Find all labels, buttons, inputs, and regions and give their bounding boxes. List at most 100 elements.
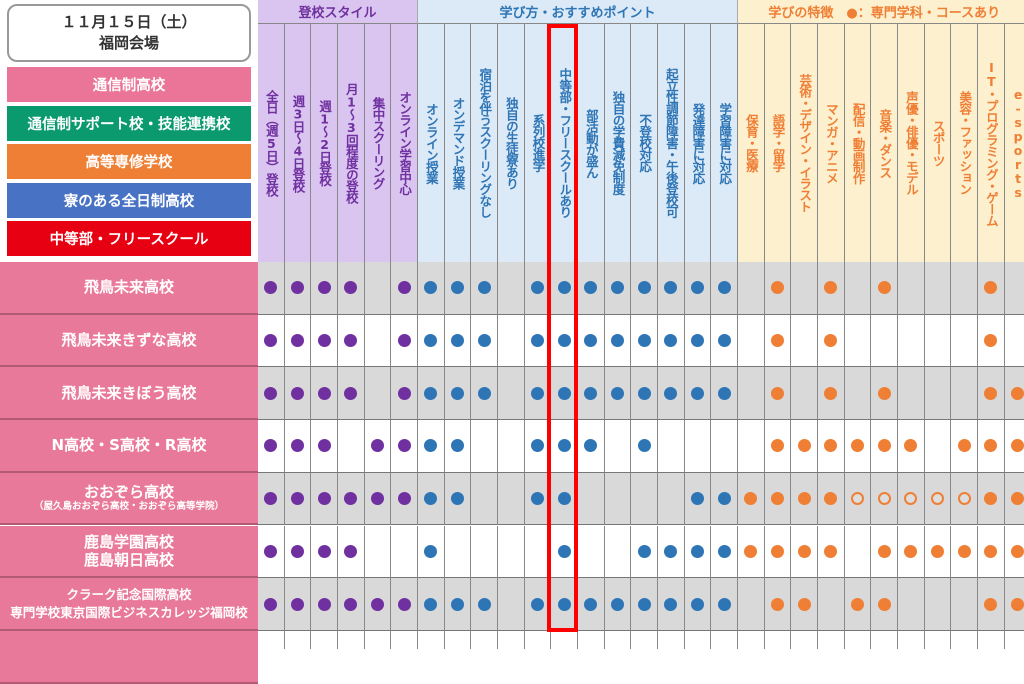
column-label: マンガ・アニメ bbox=[823, 102, 839, 184]
table-cell bbox=[658, 630, 685, 649]
table-cell bbox=[684, 630, 712, 649]
filled-dot-icon bbox=[557, 386, 571, 400]
school-row-name[interactable] bbox=[0, 630, 258, 684]
filled-dot-icon bbox=[290, 386, 304, 400]
filled-dot-icon bbox=[851, 439, 865, 453]
table-cell bbox=[524, 420, 552, 473]
table-cell bbox=[364, 472, 392, 526]
table-cell bbox=[444, 420, 472, 473]
table-cell bbox=[391, 262, 418, 315]
filled-dot-icon bbox=[451, 492, 465, 506]
table-cell bbox=[524, 262, 552, 315]
filled-dot-icon bbox=[584, 334, 598, 348]
filled-dot-icon bbox=[557, 492, 571, 506]
filled-dot-icon bbox=[664, 334, 678, 348]
table-cell bbox=[764, 525, 792, 579]
filled-dot-icon bbox=[904, 439, 918, 453]
table-cell bbox=[711, 578, 739, 631]
column-label: 月1～3回程度の登校 bbox=[343, 83, 359, 203]
column-label: 宿泊を伴うスクーリングなし bbox=[477, 68, 493, 218]
filled-dot-icon bbox=[984, 386, 998, 400]
filled-dot-icon bbox=[1011, 597, 1024, 611]
filled-dot-icon bbox=[1011, 492, 1024, 506]
table-cell bbox=[711, 525, 739, 579]
filled-dot-icon bbox=[477, 386, 491, 400]
table-cell bbox=[338, 578, 365, 631]
table-cell bbox=[684, 314, 712, 368]
filled-dot-icon bbox=[371, 597, 384, 611]
filled-dot-icon bbox=[557, 439, 571, 453]
table-cell bbox=[258, 367, 285, 421]
table-cell bbox=[658, 262, 685, 315]
table-cell bbox=[898, 262, 925, 315]
table-cell bbox=[471, 262, 499, 315]
table-cell bbox=[258, 578, 285, 631]
table-cell bbox=[311, 578, 338, 631]
table-cell bbox=[791, 420, 819, 473]
column-header: 声優・俳優・モデル bbox=[898, 24, 925, 262]
table-cell bbox=[578, 472, 605, 526]
column-label: 配信・動画制作 bbox=[850, 102, 866, 184]
filled-dot-icon bbox=[557, 544, 571, 558]
filled-dot-icon bbox=[584, 386, 598, 400]
filled-dot-icon bbox=[824, 281, 838, 295]
column-label: 起立性調節障害・午後登校可 bbox=[663, 68, 679, 218]
school-row-name[interactable]: クラーク記念国際高校 専門学校東京国際ビジネスカレッジ福岡校 bbox=[0, 578, 258, 631]
table-cell bbox=[871, 578, 899, 631]
table-cell bbox=[578, 630, 605, 649]
filled-dot-icon bbox=[424, 492, 438, 506]
school-row-name[interactable]: 飛鳥未来きずな高校 bbox=[0, 314, 258, 368]
legend-item: 通信制サポート校・技能連携校 bbox=[7, 105, 251, 141]
table-cell bbox=[444, 314, 472, 368]
table-cell bbox=[471, 630, 499, 649]
column-header: 不登校対応 bbox=[631, 24, 659, 262]
table-cell bbox=[871, 630, 899, 649]
table-cell bbox=[524, 578, 552, 631]
table-cell bbox=[524, 314, 552, 368]
table-cell bbox=[524, 472, 552, 526]
column-header: 系列校進学 bbox=[524, 24, 552, 262]
column-header: 集中スクーリング bbox=[364, 24, 392, 262]
table-cell bbox=[898, 630, 925, 649]
table-cell bbox=[578, 420, 605, 473]
filled-dot-icon bbox=[877, 281, 891, 295]
hollow-circle-icon bbox=[851, 492, 865, 506]
filled-dot-icon bbox=[797, 439, 811, 453]
table-cell bbox=[284, 630, 312, 649]
school-row-name[interactable]: おおぞら高校 （屋久島おおぞら高校・おおぞら高等学院） bbox=[0, 472, 258, 526]
filled-dot-icon bbox=[424, 334, 438, 348]
table-cell bbox=[498, 525, 525, 579]
filled-dot-icon bbox=[824, 386, 838, 400]
school-name: 飛鳥未来高校 bbox=[83, 278, 174, 297]
school-row-name[interactable]: 飛鳥未来きぼう高校 bbox=[0, 367, 258, 421]
table-cell bbox=[311, 472, 338, 526]
filled-dot-icon bbox=[557, 281, 571, 295]
column-header: 音楽・ダンス bbox=[871, 24, 899, 262]
school-row-name[interactable]: N高校・S高校・R高校 bbox=[0, 420, 258, 473]
column-label: 語学・留学 bbox=[770, 114, 786, 172]
filled-dot-icon bbox=[371, 439, 384, 453]
table-cell bbox=[604, 420, 632, 473]
table-cell bbox=[818, 472, 845, 526]
table-cell bbox=[791, 472, 819, 526]
filled-dot-icon bbox=[290, 544, 304, 558]
column-header: 芸術・デザイン・イラスト bbox=[791, 24, 819, 262]
event-date-box: １１月１５日（土） 福岡会場 bbox=[7, 4, 251, 62]
table-cell bbox=[631, 578, 659, 631]
filled-dot-icon bbox=[717, 597, 731, 611]
table-cell bbox=[818, 630, 845, 649]
table-cell bbox=[791, 525, 819, 579]
table-cell bbox=[364, 420, 392, 473]
filled-dot-icon bbox=[851, 597, 865, 611]
table-cell bbox=[444, 630, 472, 649]
table-cell bbox=[311, 262, 338, 315]
table-cell bbox=[338, 367, 365, 421]
table-cell bbox=[738, 472, 765, 526]
school-row-name[interactable]: 飛鳥未来高校 bbox=[0, 262, 258, 315]
filled-dot-icon bbox=[584, 597, 598, 611]
school-row-name[interactable]: 鹿島学園高校 鹿島朝日高校 bbox=[0, 525, 258, 579]
column-header: 宿泊を伴うスクーリングなし bbox=[471, 24, 499, 262]
filled-dot-icon bbox=[717, 386, 731, 400]
table-cell bbox=[578, 262, 605, 315]
school-name: クラーク記念国際高校 bbox=[66, 586, 192, 602]
